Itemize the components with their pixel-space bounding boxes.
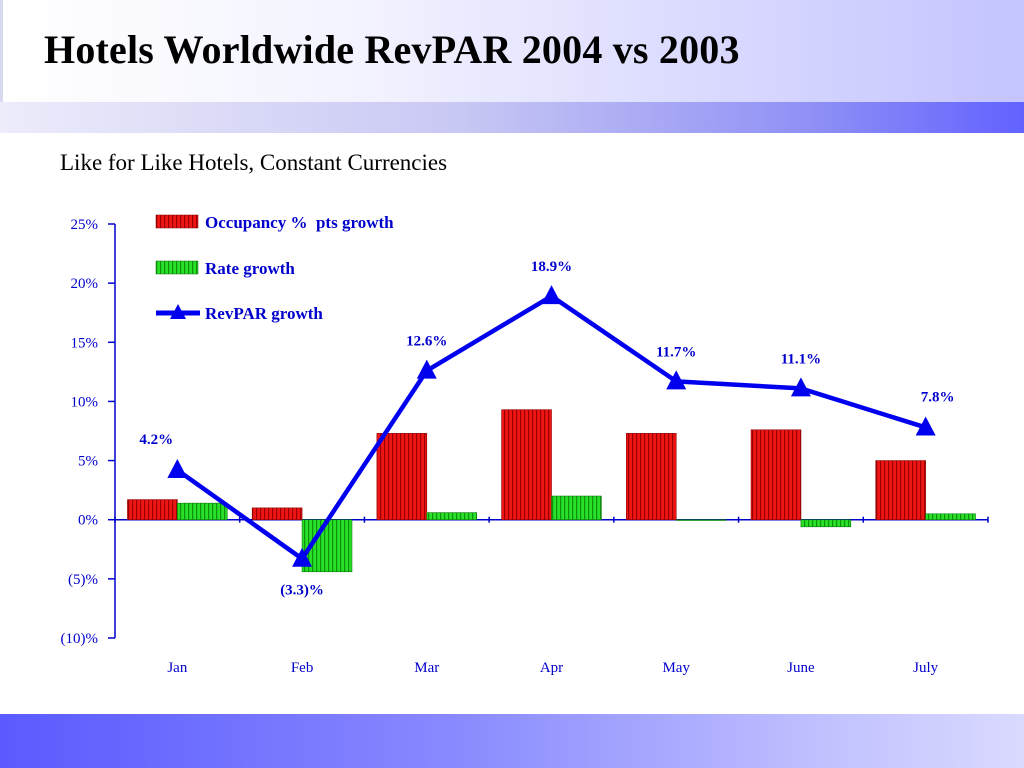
rate-bar <box>426 512 477 521</box>
revpar-marker <box>790 377 811 397</box>
legend-swatch-revpar-marker <box>170 304 186 319</box>
legend: Occupancy % pts growth Rate growth RevPA… <box>155 213 394 323</box>
slide-title: Hotels Worldwide RevPAR 2004 vs 2003 <box>44 27 740 72</box>
rate-bar <box>675 519 727 521</box>
revpar-marker <box>666 370 687 390</box>
y-tick-label: 10% <box>71 394 99 410</box>
x-category-label: Apr <box>540 660 563 676</box>
y-tick-label: 5% <box>78 454 98 470</box>
revpar-line-layer <box>167 285 936 567</box>
bars-layer <box>127 409 976 573</box>
legend-label-occupancy: Occupancy % pts growth <box>205 213 394 232</box>
slide-subtitle: Like for Like Hotels, Constant Currencie… <box>60 150 448 175</box>
revpar-data-label: 11.7% <box>656 344 696 360</box>
title-accent <box>0 0 3 102</box>
rate-bar <box>800 519 852 528</box>
revpar-data-label: 7.8% <box>921 389 955 405</box>
x-category-label: Feb <box>291 660 314 676</box>
rate-bar <box>177 502 228 521</box>
legend-label-rate: Rate growth <box>205 259 295 278</box>
y-tick-label: 15% <box>71 335 99 351</box>
occupancy-bar <box>376 433 428 521</box>
data-labels-layer: 4.2% (3.3)% 12.6% 18.9% 11.7% 11.1% 7.8% <box>139 259 954 599</box>
rate-bar <box>551 495 602 521</box>
revpar-data-label: 12.6% <box>406 334 447 350</box>
rate-bar <box>925 513 976 521</box>
occupancy-bar <box>127 499 178 521</box>
x-category-label: Jan <box>167 660 187 676</box>
occupancy-bar <box>501 409 552 521</box>
x-category-label: May <box>662 660 690 676</box>
occupancy-bar <box>875 460 926 521</box>
y-tick-label: 25% <box>71 217 99 233</box>
y-tick-label: (5)% <box>68 572 98 588</box>
revpar-marker <box>541 285 562 305</box>
legend-swatch-rate <box>155 260 199 275</box>
y-tick-label: (10)% <box>61 631 99 647</box>
revpar-marker <box>167 459 188 479</box>
occupancy-bar <box>626 433 677 521</box>
revpar-marker <box>915 416 936 436</box>
revpar-chart: 25% 20% 15% 10% 5% 0% (5)% (10)% Jan Feb Mar Apr May… <box>61 213 989 676</box>
x-category-label: June <box>787 660 815 676</box>
footer-band <box>0 714 1024 768</box>
title-stripe <box>0 102 1024 133</box>
x-category-label: July <box>913 660 939 676</box>
y-tick-label: 20% <box>71 276 99 292</box>
title-band: Hotels Worldwide RevPAR 2004 vs 2003 <box>0 0 1024 102</box>
legend-swatch-occupancy <box>155 214 199 229</box>
occupancy-bar <box>251 507 303 521</box>
revpar-data-label: 18.9% <box>531 259 572 275</box>
revpar-data-label: (3.3)% <box>280 583 324 599</box>
y-tick-label: 0% <box>78 513 98 529</box>
x-category-label: Mar <box>414 660 439 676</box>
revpar-marker <box>416 359 437 379</box>
revpar-marker <box>292 547 313 567</box>
occupancy-bar <box>750 429 802 521</box>
legend-label-revpar: RevPAR growth <box>205 304 323 323</box>
revpar-data-label: 4.2% <box>139 432 173 448</box>
revpar-data-label: 11.1% <box>781 351 821 367</box>
